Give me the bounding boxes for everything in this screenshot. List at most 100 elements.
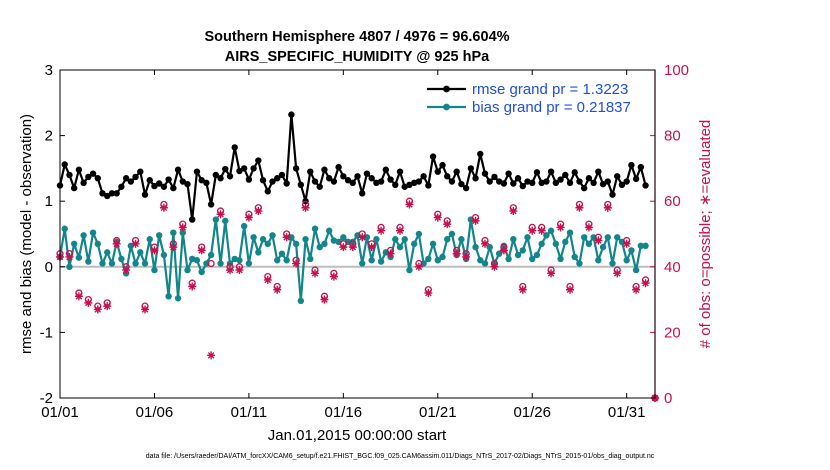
rmse-point bbox=[580, 184, 588, 192]
obs-evaluated-point bbox=[65, 252, 74, 261]
rmse-point bbox=[349, 179, 356, 187]
rmse-point bbox=[245, 176, 253, 183]
bias-point bbox=[155, 232, 163, 239]
obs-evaluated-markers bbox=[56, 200, 659, 402]
rmse-point bbox=[137, 168, 144, 175]
obs-evaluated-point bbox=[103, 302, 112, 311]
bias-point bbox=[392, 236, 399, 243]
rmse-point bbox=[118, 183, 125, 190]
rmse-point bbox=[543, 178, 550, 185]
rmse-point bbox=[637, 163, 645, 171]
bias-point bbox=[198, 268, 205, 276]
bias-point bbox=[85, 258, 92, 265]
y2-axis-label: # of obs: o=possible; ∗=evaluated bbox=[697, 120, 714, 349]
rmse-point bbox=[321, 166, 328, 173]
rmse-point bbox=[396, 168, 404, 175]
rmse-point bbox=[340, 173, 347, 180]
rmse-point bbox=[576, 178, 583, 185]
y-tick-label: 3 bbox=[45, 62, 53, 79]
bias-point bbox=[359, 260, 366, 267]
obs-evaluated-point bbox=[84, 298, 93, 307]
rmse-point bbox=[533, 169, 541, 176]
rmse-point bbox=[66, 171, 73, 179]
rmse-point bbox=[146, 177, 153, 184]
bias-point bbox=[580, 234, 588, 241]
bias-point bbox=[415, 230, 423, 238]
plot-frame bbox=[59, 69, 656, 399]
rmse-point bbox=[170, 184, 177, 192]
bias-point bbox=[472, 243, 479, 251]
legend-bias-label: bias grand pr = 0.21837 bbox=[472, 99, 631, 116]
bias-point bbox=[614, 234, 621, 241]
bias-point bbox=[571, 253, 578, 261]
bias-point bbox=[429, 240, 437, 248]
obs-evaluated-point bbox=[462, 252, 471, 261]
obs-possible-point bbox=[207, 259, 215, 268]
bias-point bbox=[311, 225, 319, 232]
rmse-point bbox=[99, 190, 106, 197]
bias-point bbox=[104, 249, 111, 256]
rmse-point bbox=[472, 175, 479, 182]
obs-evaluated-point bbox=[358, 233, 367, 242]
rmse-point bbox=[155, 180, 163, 187]
bias-point bbox=[160, 251, 168, 259]
bias-point bbox=[637, 242, 645, 250]
bias-point bbox=[448, 230, 456, 238]
bias-point bbox=[184, 266, 191, 274]
rmse-point bbox=[632, 175, 640, 183]
bias-point bbox=[75, 254, 83, 261]
obs-evaluated-point bbox=[150, 246, 159, 255]
bias-point bbox=[632, 266, 640, 274]
bias-point bbox=[444, 236, 451, 243]
rmse-point bbox=[94, 175, 101, 182]
bias-point bbox=[519, 247, 526, 254]
legend-bias-marker bbox=[443, 103, 450, 111]
bias-point bbox=[623, 257, 630, 264]
obs-evaluated-point bbox=[292, 259, 301, 268]
rmse-point bbox=[439, 161, 446, 169]
bias-point bbox=[255, 249, 262, 256]
bias-point bbox=[170, 229, 177, 236]
legend-rmse-marker bbox=[443, 85, 450, 93]
bias-point bbox=[222, 217, 229, 225]
obs-evaluated-point bbox=[452, 249, 461, 258]
bias-point bbox=[240, 222, 248, 230]
rmse-point bbox=[514, 175, 522, 182]
bias-point bbox=[599, 243, 607, 251]
bias-point bbox=[269, 232, 276, 239]
rmse-point bbox=[132, 173, 139, 181]
rmse-point bbox=[614, 173, 621, 180]
rmse-point bbox=[481, 170, 489, 177]
rmse-point bbox=[552, 179, 560, 187]
bias-point bbox=[576, 260, 583, 267]
x-tick-label: 01/26 bbox=[513, 404, 551, 421]
rmse-point bbox=[382, 166, 390, 173]
bias-point bbox=[325, 227, 333, 234]
obs-evaluated-point bbox=[329, 272, 338, 281]
obs-evaluated-point bbox=[509, 207, 518, 216]
obs-evaluated-point bbox=[405, 200, 414, 209]
rmse-point bbox=[89, 170, 97, 177]
bias-point bbox=[132, 260, 139, 267]
rmse-point bbox=[85, 173, 92, 181]
obs-evaluated-point bbox=[282, 233, 291, 242]
rmse-point bbox=[189, 216, 196, 223]
obs-evaluated-point bbox=[622, 239, 631, 248]
rmse-point bbox=[330, 178, 338, 185]
y-axis-label: rmse and bias (model - observation) bbox=[18, 114, 35, 354]
rmse-point bbox=[415, 178, 423, 185]
obs-evaluated-point bbox=[301, 203, 310, 212]
obs-evaluated-point bbox=[141, 305, 149, 314]
rmse-point bbox=[61, 161, 68, 168]
rmse-point bbox=[562, 171, 569, 179]
obs-evaluated-point bbox=[377, 226, 386, 235]
rmse-point bbox=[458, 180, 465, 188]
obs-evaluated-point bbox=[547, 269, 556, 278]
y-tick-label: 0 bbox=[45, 259, 53, 276]
rmse-point bbox=[207, 201, 215, 208]
data-file-footnote: data file: /Users/raeder/DAI/ATM_forcXX/… bbox=[146, 453, 655, 460]
rmse-point bbox=[425, 182, 432, 189]
bias-point bbox=[529, 255, 536, 263]
y2-tick-label: 0 bbox=[664, 390, 672, 407]
